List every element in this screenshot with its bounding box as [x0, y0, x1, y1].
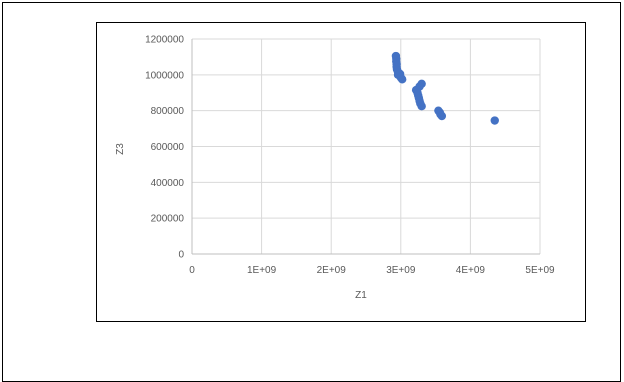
data-point: [397, 75, 407, 84]
data-point: [437, 111, 447, 121]
x-tick-label: 1E+09: [247, 265, 277, 276]
x-tick-label: 0: [189, 265, 195, 276]
gridlines: [192, 38, 541, 254]
axes: [191, 39, 540, 255]
x-tick-label: 2E+09: [317, 265, 347, 276]
x-axis-label: Z1: [355, 290, 367, 301]
y-tick-label: 800000: [151, 106, 185, 117]
y-axis-label: Z3: [115, 143, 126, 155]
data-point: [490, 116, 499, 125]
y-tick-labels: 0 200000 400000 600000 800000 1000000 1200000: [145, 35, 184, 261]
chart-frame: 0 200000 400000 600000 800000 1000000 1200000 …: [96, 22, 586, 322]
data-points: [391, 51, 499, 125]
y-tick-label: 600000: [151, 142, 185, 153]
x-tick-labels: 0 1E+09 2E+09 3E+09 4E+09 5E+09: [189, 265, 555, 276]
y-tick-label: 1200000: [145, 35, 184, 46]
data-point: [417, 101, 426, 111]
x-tick-label: 5E+09: [525, 265, 555, 276]
y-tick-label: 400000: [151, 178, 185, 189]
scatter-chart: 020000040000060000080000010000001200000 …: [115, 35, 555, 302]
y-tick-label: 200000: [151, 214, 185, 225]
y-tick-label: 1000000: [145, 70, 184, 81]
x-tick-label: 4E+09: [456, 265, 486, 276]
x-tick-label: 3E+09: [386, 265, 416, 276]
y-tick-label: 0: [178, 250, 184, 261]
